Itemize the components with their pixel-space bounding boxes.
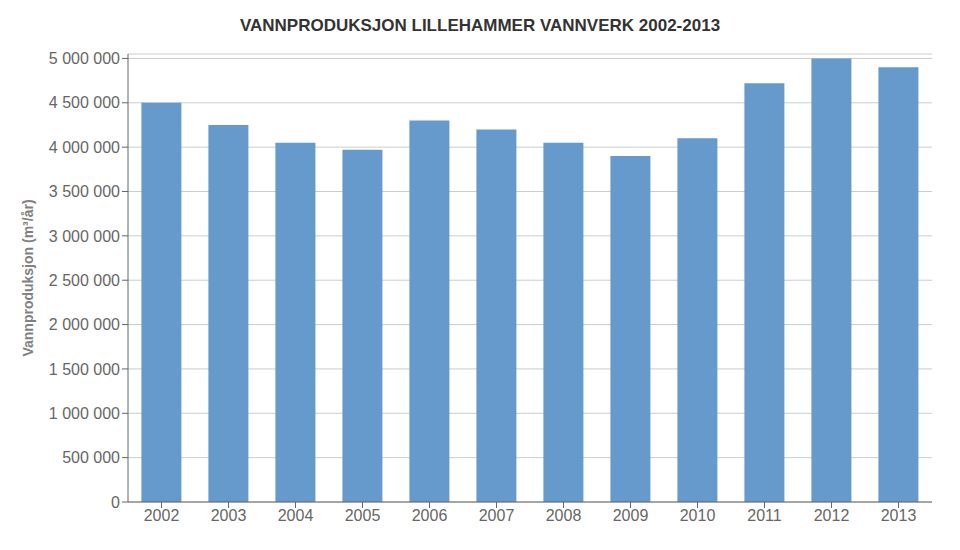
svg-text:2004: 2004 [278,507,314,524]
svg-text:1 000 000: 1 000 000 [49,405,120,422]
svg-text:2007: 2007 [479,507,515,524]
svg-text:2 500 000: 2 500 000 [49,272,120,289]
svg-text:2008: 2008 [546,507,582,524]
svg-text:3 000 000: 3 000 000 [49,228,120,245]
svg-text:5 000 000: 5 000 000 [49,50,120,67]
svg-text:4 000 000: 4 000 000 [49,139,120,156]
svg-text:2 000 000: 2 000 000 [49,316,120,333]
svg-text:2005: 2005 [345,507,381,524]
svg-text:2002: 2002 [144,507,180,524]
svg-text:2011: 2011 [747,507,782,524]
svg-text:2012: 2012 [814,507,850,524]
svg-text:2010: 2010 [680,507,716,524]
html-text:VANNPRODUKSJON LILLEHAMMER VAN: VANNPRODUKSJON LILLEHAMMER VANNVERK 2002… [239,16,721,35]
svg-text:4 500 000: 4 500 000 [49,94,120,111]
svg-text:0: 0 [111,494,120,511]
svg-text:2013: 2013 [881,507,917,524]
svg-text:2006: 2006 [412,507,448,524]
svg-text:2003: 2003 [211,507,247,524]
svg-text:500 000: 500 000 [62,449,120,466]
svg-text:Vannproduksjon (m³/år): Vannproduksjon (m³/år) [20,199,36,356]
svg-text:2009: 2009 [613,507,649,524]
svg-text:1 500 000: 1 500 000 [49,361,120,378]
svg-text:3 500 000: 3 500 000 [49,183,120,200]
